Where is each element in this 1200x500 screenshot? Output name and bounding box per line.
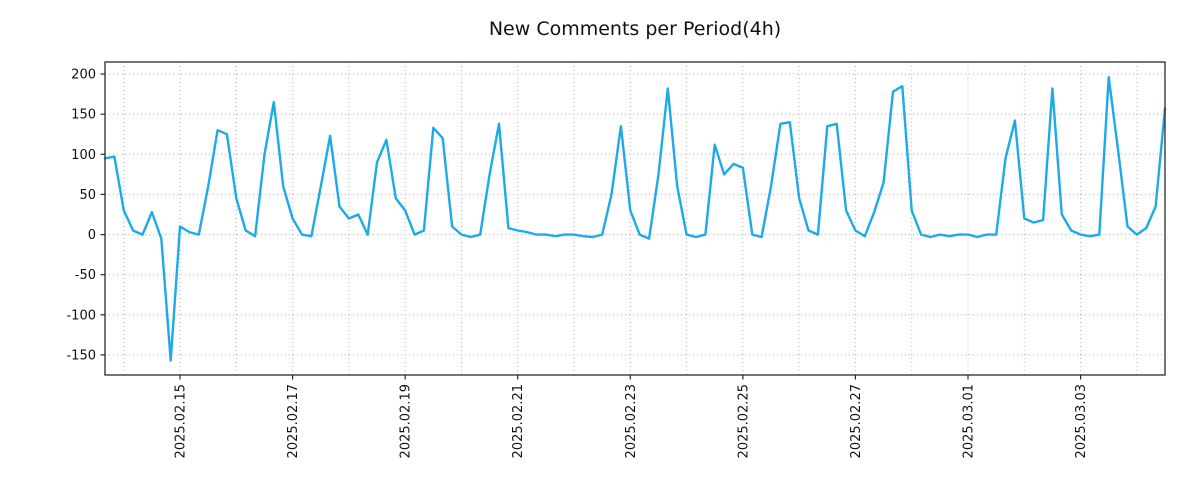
axes: -150 -100 -50 0 50 100 150 200 2025.02.15 2025.02… xyxy=(66,61,1166,458)
y-tick-label: -50 xyxy=(75,268,96,283)
x-tick-label: 2025.02.25 xyxy=(736,384,751,458)
chart-title: New Comments per Period(4h) xyxy=(489,18,781,40)
x-tick-label: 2025.03.03 xyxy=(1074,384,1089,458)
grid-layer xyxy=(105,62,1165,375)
y-tick-label: 150 xyxy=(71,108,96,123)
x-tick-label: 2025.02.27 xyxy=(849,384,864,458)
x-tick-label: 2025.02.19 xyxy=(399,384,414,458)
series-line xyxy=(103,76,1167,362)
y-tick-label: 0 xyxy=(88,228,96,243)
plot-frame xyxy=(104,61,1166,376)
series-new-comments xyxy=(103,76,1167,362)
x-tick-label: 2025.03.01 xyxy=(962,384,977,458)
x-tick-label: 2025.02.23 xyxy=(624,384,639,458)
y-tick-label: -150 xyxy=(66,348,96,363)
x-tick-label: 2025.02.15 xyxy=(174,384,189,458)
y-tick-label: 100 xyxy=(71,148,96,163)
y-tick-label: -100 xyxy=(66,308,96,323)
y-tick-label: 200 xyxy=(71,68,96,83)
x-tick-label: 2025.02.21 xyxy=(511,384,526,458)
x-tick-label: 2025.02.17 xyxy=(286,384,301,458)
y-tick-label: 50 xyxy=(79,188,96,203)
